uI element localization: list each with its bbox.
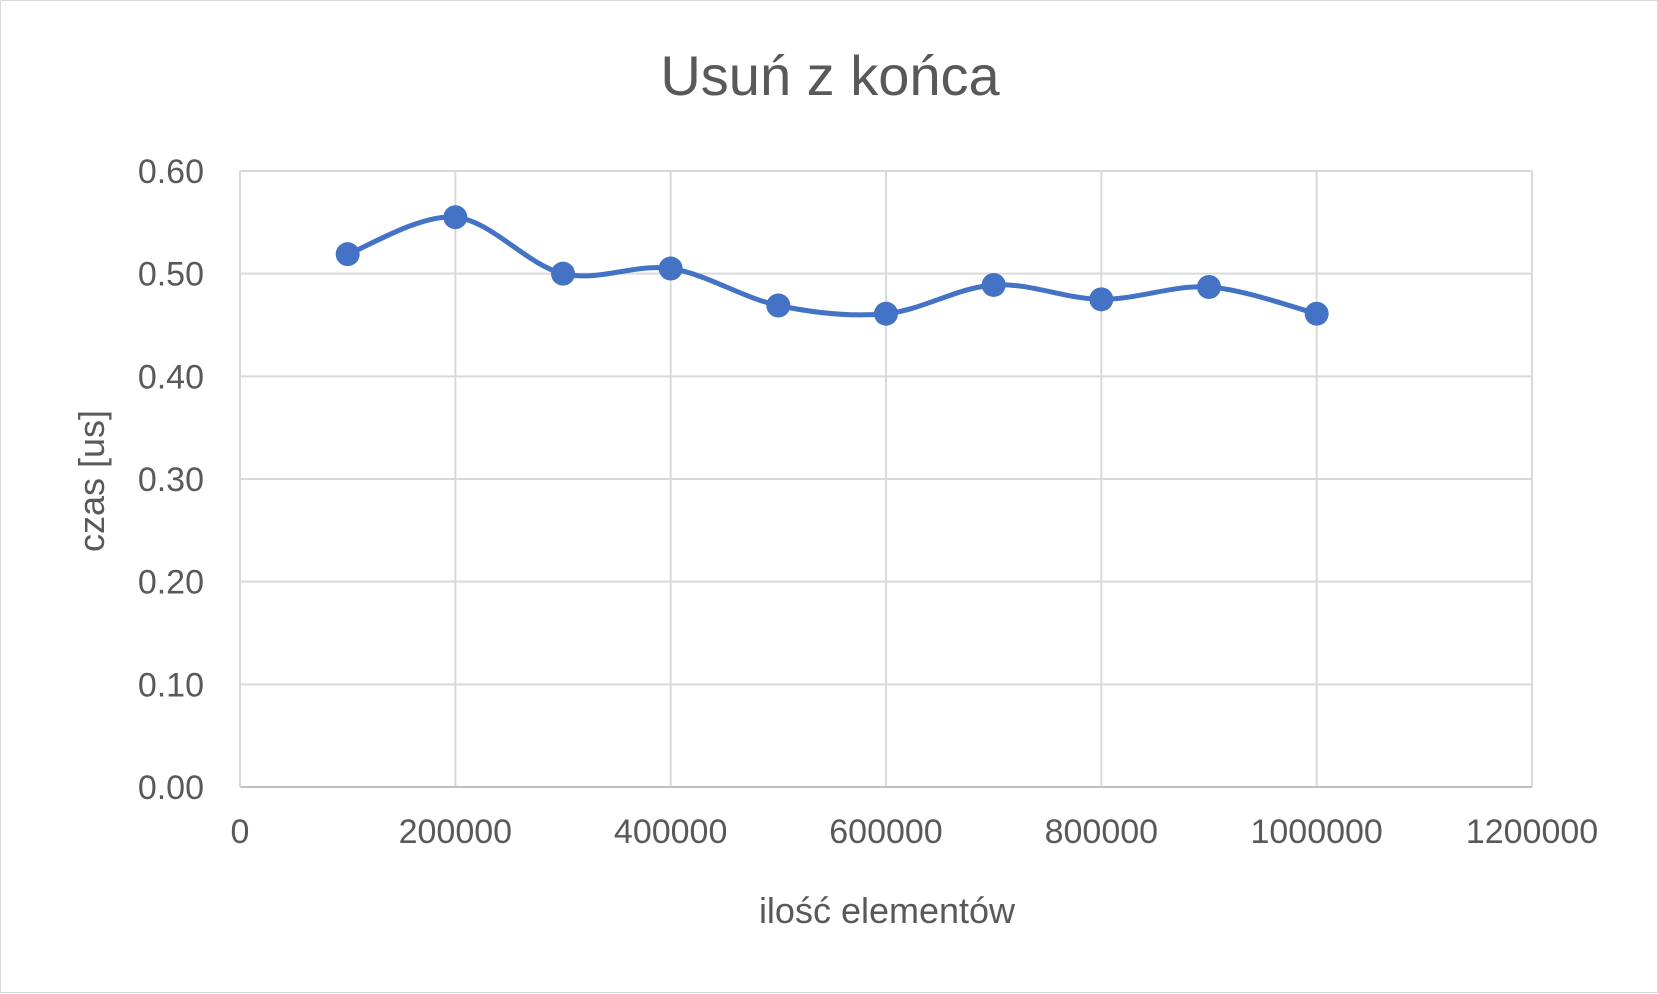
data-point [1089,287,1114,312]
y-tick-label: 0.40 [138,358,204,396]
y-tick-label: 0.50 [138,256,204,294]
y-tick-label: 0.10 [138,666,204,704]
data-point [1304,301,1329,326]
x-tick-label: 1200000 [1466,813,1598,851]
x-tick-label: 400000 [614,813,727,851]
x-axis-title: ilość elementów [759,890,1016,931]
grid-lines [240,170,1533,787]
series [335,205,1329,326]
data-point [874,301,898,326]
x-tick-label: 0 [231,813,250,851]
data-point [766,293,791,318]
x-tick-label: 800000 [1045,813,1158,851]
y-tick-label: 0.20 [138,564,204,602]
data-point [443,205,468,230]
axes [239,171,1532,788]
x-tick-label: 600000 [829,813,942,851]
x-tick-label: 1000000 [1250,813,1382,851]
data-point [551,261,575,286]
y-tick-label: 0.30 [138,461,204,499]
y-axis-title: czas [us] [71,410,112,552]
chart-title: Usuń z końca [660,44,1000,107]
series-line [345,214,1320,318]
y-tick-label: 0.00 [138,769,204,807]
data-point [981,272,1006,297]
y-tick-label: 0.60 [138,153,204,191]
data-point [658,256,683,281]
data-point [335,242,360,267]
x-tick-label: 200000 [399,813,512,851]
tick-labels: 0.00 0.10 0.20 0.30 0.40 0.50 0.60 0 200000 40000… [138,153,1598,851]
data-point [1197,275,1221,300]
